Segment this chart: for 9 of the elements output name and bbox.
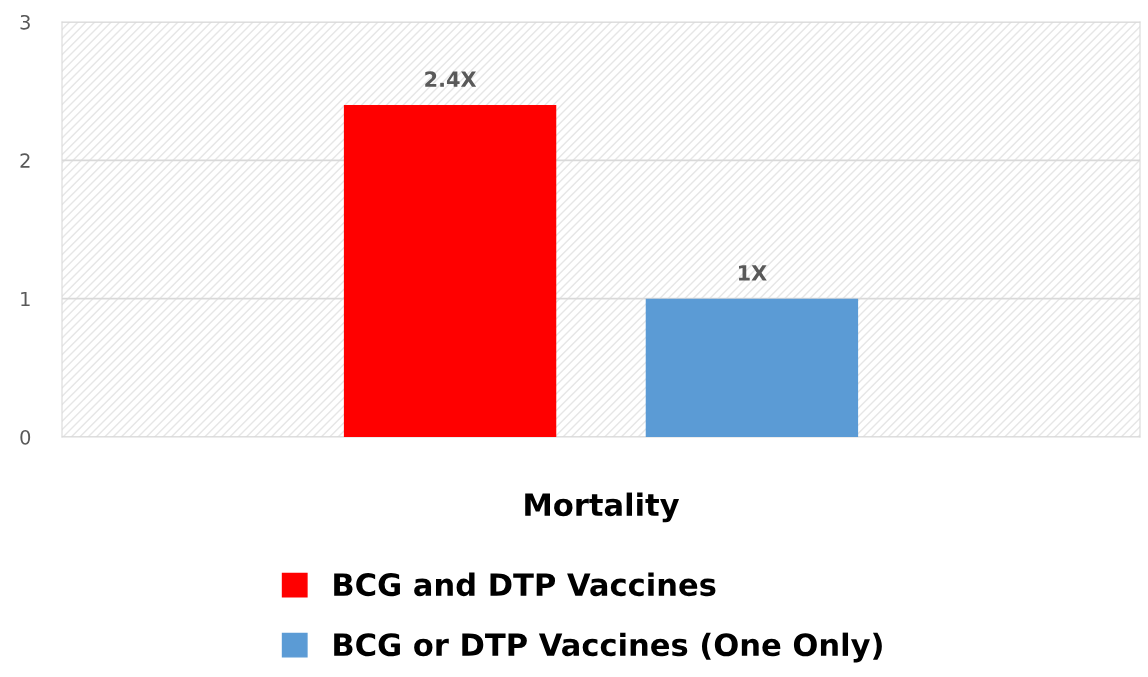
data-label: 1X xyxy=(738,265,767,281)
y-tick-label: 1 xyxy=(21,291,30,307)
legend-label: BCG and DTP Vaccines xyxy=(334,572,716,597)
y-tick-label: 2 xyxy=(20,153,30,168)
data-label: 2.4X xyxy=(425,71,477,87)
x-tick-label: Mortality xyxy=(525,492,680,523)
y-tick-label: 0 xyxy=(20,429,31,445)
y-tick-label: 3 xyxy=(20,14,30,30)
legend-label: BCG or DTP Vaccines (One Only) xyxy=(334,632,882,663)
